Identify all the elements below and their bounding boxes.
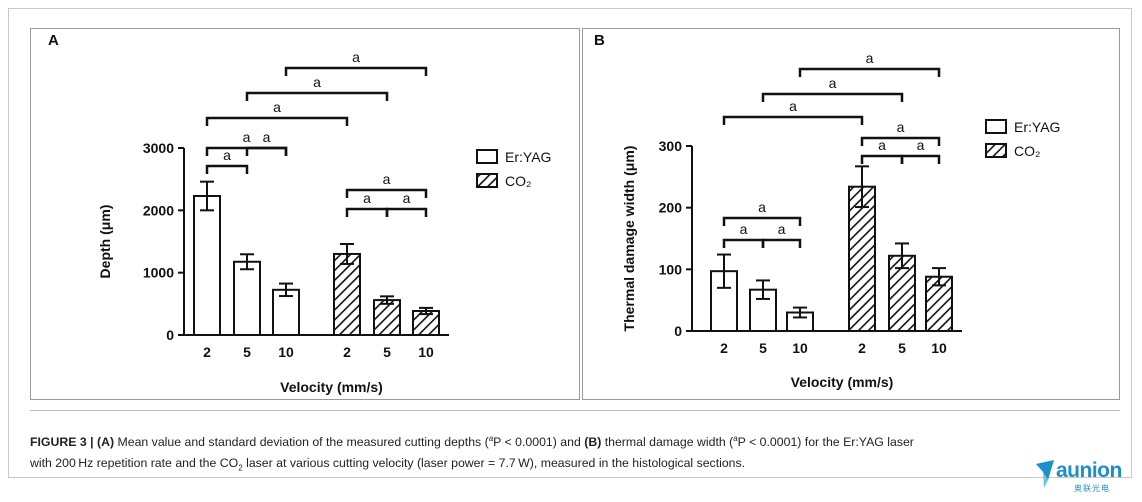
panel-a-bar-eryag-5 [233,260,261,336]
panel-a-significance-label: a [352,49,360,65]
panel-b-significance-bracket [860,136,941,146]
caption-part-b-label: (B) [584,435,602,450]
panel-a-legend-label: Er:YAG [505,149,551,165]
panel-a-x-tick-label: 10 [278,344,294,360]
panel-a-y-tick-label: 3000 [143,140,174,156]
panel-b-legend-swatch [985,119,1007,134]
panel-a-significance-bracket [345,207,389,217]
panel-a-significance-label: a [223,147,231,163]
caption-p-1: P < 0.0001) and [493,435,585,450]
panel-a-x-tick-label: 10 [418,344,434,360]
panel-a-significance-label: a [263,129,271,145]
panel-b-bar-co2-2 [848,185,876,332]
panel-b-y-axis-title: Thermal damage width (μm) [621,146,637,332]
panel-b-x-tick-label: 10 [931,340,947,356]
panel-b-legend-label: CO₂ [1014,143,1040,159]
panel-a-bar-co2-5 [373,299,401,336]
panel-a-bar-eryag-2 [193,194,221,336]
panel-a-bar-eryag-10 [272,288,300,336]
panel-b-significance-label: a [740,221,748,237]
caption-text-3: with 200 Hz repetition rate and the CO [30,456,239,471]
caption-sup-1: a [488,434,494,443]
panel-b-legend-swatch [985,143,1007,158]
panel-b-significance-bracket [722,238,765,248]
caption-sup-2: a [733,434,738,443]
panel-b-significance-bracket [761,238,802,248]
panel-b-significance-bracket [722,115,864,125]
panel-a-significance-bracket [345,188,428,198]
panel-b-y-tick-label: 0 [674,323,682,339]
panel-a-legend-swatch [476,173,498,188]
panel-a-significance-label: a [403,190,411,206]
panel-a-significance-label: a [273,99,281,115]
panel-a-significance-bracket [385,207,428,217]
panel-b-y-tick-label: 300 [659,138,683,154]
panel-a-x-tick-label: 5 [243,344,251,360]
panel-a-significance-bracket [205,146,288,156]
panel-a-legend-swatch [476,149,498,164]
panel-b-significance-bracket [761,92,904,102]
panel-a-x-tick-label: 2 [343,344,351,360]
panel-b-significance-label: a [897,119,905,135]
panel-b-significance-label: a [778,221,786,237]
panel-a-significance-label: a [243,129,251,145]
logo-wordmark: aunion [1056,459,1122,482]
panel-a-legend-label: CO₂ [505,173,531,189]
panel-b-legend-label: Er:YAG [1014,119,1060,135]
caption-divider [30,410,1120,411]
caption-text-1: Mean value and standard deviation of the… [114,435,489,450]
panel-b-significance-label: a [758,199,766,215]
panel-a-significance-bracket [284,66,428,76]
panel-a-y-tick-label: 2000 [143,202,174,218]
panel-a-significance-label: a [313,74,321,90]
caption-figure-label: FIGURE 3 | [30,435,94,450]
panel-b-significance-bracket [722,216,802,226]
panel-b-significance-label: a [878,137,886,153]
logo-subtext: 奥联光电 [1074,484,1110,493]
panel-b-x-axis-title: Velocity (mm/s) [791,374,894,390]
figure-caption: FIGURE 3 | (A) Mean value and standard d… [30,428,1110,479]
panel-b-y-tick-label: 200 [659,200,683,216]
figure-frame [8,8,1132,478]
panel-b-significance-bracket [860,154,904,164]
panel-a-significance-label: a [383,171,391,187]
panel-a-x-tick-label: 2 [203,344,211,360]
panel-b-significance-bracket [798,67,941,77]
caption-sub-1: 2 [238,463,243,473]
aunion-logo-icon [1036,460,1054,488]
panel-b-y-tick-label: 100 [659,261,683,277]
panel-a-significance-bracket [205,116,349,126]
panel-b-significance-label: a [829,75,837,91]
panel-b-significance-label: a [866,50,874,66]
caption-p-2: P < 0.0001) for the Er:YAG laser [737,435,914,450]
panel-a-significance-bracket [245,91,389,101]
panel-b-significance-bracket [900,154,941,164]
panel-b-x-tick-label: 2 [858,340,866,356]
panel-b-significance-label: a [789,98,797,114]
panel-b-x-tick-label: 5 [759,340,767,356]
panel-b-x-tick-label: 2 [720,340,728,356]
panel-a-x-axis-title: Velocity (mm/s) [280,379,383,395]
caption-part-a-label: (A) [97,435,115,450]
panel-a-y-axis-title: Depth (μm) [97,205,113,279]
panel-a-frame [30,28,580,400]
panel-a-y-tick-label: 0 [166,327,174,343]
panel-a-y-tick-label: 1000 [143,265,174,281]
panel-b-label: B [594,32,605,49]
panel-b-significance-label: a [917,137,925,153]
caption-text-4: laser at various cutting velocity (laser… [242,456,746,471]
panel-b-x-tick-label: 10 [792,340,808,356]
caption-text-2: thermal damage width ( [601,435,734,450]
panel-a-label: A [48,32,59,49]
panel-a-significance-label: a [363,190,371,206]
panel-a-x-tick-label: 5 [383,344,391,360]
panel-a-significance-bracket [205,164,249,174]
panel-b-x-tick-label: 5 [898,340,906,356]
panel-a-bar-co2-2 [333,252,361,336]
